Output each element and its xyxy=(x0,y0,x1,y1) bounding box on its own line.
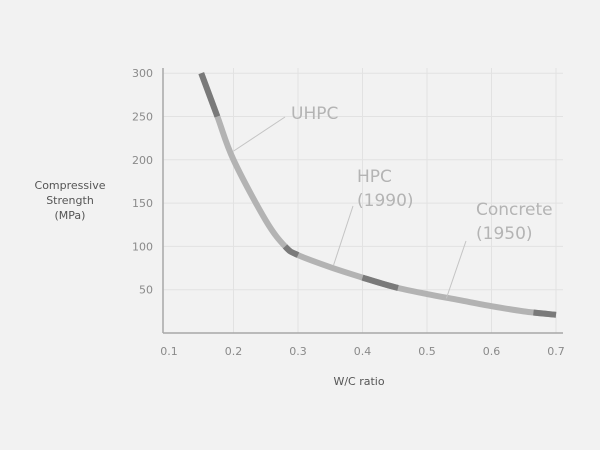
svg-text:Compressive: Compressive xyxy=(35,179,106,192)
annotation-label: Concrete xyxy=(476,200,553,220)
svg-text:(MPa): (MPa) xyxy=(55,209,86,222)
y-tick-label: 150 xyxy=(132,197,153,210)
strength-curve xyxy=(198,72,557,318)
y-ticks: 50 100 150 200 250 300 xyxy=(132,67,153,297)
annotation-label: UHPC xyxy=(291,104,338,124)
annotation-label: (1950) xyxy=(476,224,533,244)
y-tick-label: 250 xyxy=(132,111,153,124)
annotation-leaders xyxy=(233,116,467,299)
x-tick-label: 0.4 xyxy=(354,345,372,358)
y-tick-label: 50 xyxy=(139,284,153,297)
x-tick-label: 0.7 xyxy=(547,345,565,358)
annotation-label: HPC xyxy=(357,167,392,187)
x-tick-label: 0.5 xyxy=(418,345,436,358)
grid xyxy=(163,68,563,333)
svg-text:Strength: Strength xyxy=(46,194,94,207)
x-tick-label: 0.1 xyxy=(160,345,178,358)
annotations: UHPC HPC (1990) Concrete (1950) xyxy=(291,104,553,244)
x-tick-label: 0.3 xyxy=(289,345,307,358)
y-tick-label: 300 xyxy=(132,67,153,80)
y-axis-label: Compressive Strength (MPa) xyxy=(35,179,106,222)
y-tick-label: 200 xyxy=(132,154,153,167)
x-tick-label: 0.2 xyxy=(225,345,243,358)
x-tick-label: 0.6 xyxy=(483,345,501,358)
x-ticks: 0.1 0.2 0.3 0.4 0.5 0.6 0.7 xyxy=(160,345,565,358)
annotation-label: (1990) xyxy=(357,191,414,211)
x-axis-label: W/C ratio xyxy=(333,375,384,388)
y-tick-label: 100 xyxy=(132,240,153,253)
